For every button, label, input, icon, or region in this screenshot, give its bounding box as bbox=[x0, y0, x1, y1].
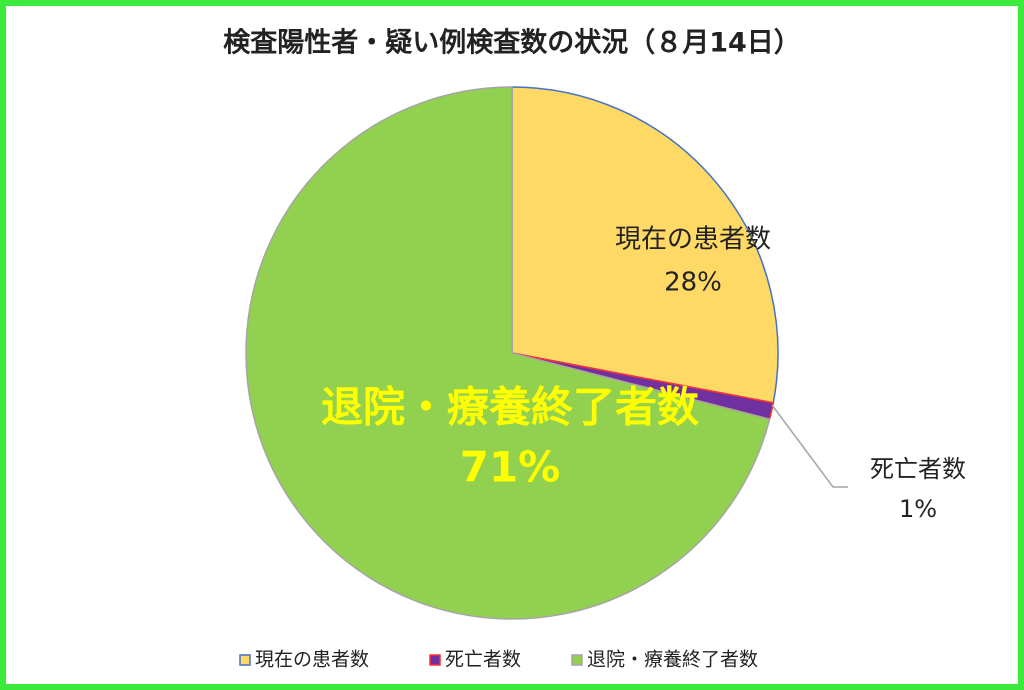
data-label-value: 1% bbox=[899, 495, 937, 523]
data-label-name: 現在の患者数 bbox=[615, 225, 771, 255]
data-label-name: 死亡者数 bbox=[870, 455, 966, 483]
data-label-value: 71% bbox=[460, 443, 561, 492]
legend-swatch bbox=[239, 654, 251, 666]
data-label-value: 28% bbox=[664, 268, 722, 298]
legend-label: 死亡者数 bbox=[445, 649, 521, 671]
data-label-name: 退院・療養終了者数 bbox=[321, 383, 699, 432]
legend-swatch bbox=[429, 654, 441, 666]
chart-title: 検査陽性者・疑い例検査数の状況（８月14日） bbox=[223, 28, 801, 59]
legend-label: 退院・療養終了者数 bbox=[587, 649, 758, 671]
pie-slice bbox=[245, 86, 771, 620]
pie-slice bbox=[511, 86, 779, 404]
legend-label: 現在の患者数 bbox=[255, 649, 369, 671]
legend-swatch bbox=[571, 654, 583, 666]
leader-line bbox=[771, 404, 848, 488]
